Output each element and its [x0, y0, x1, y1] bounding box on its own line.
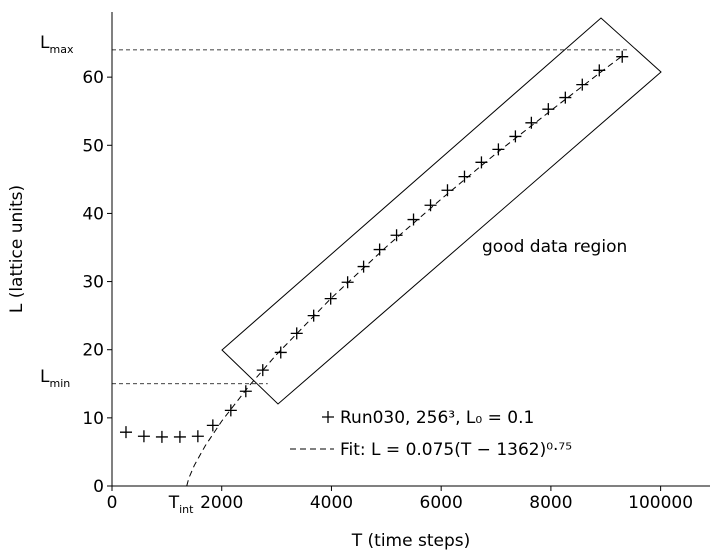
annotation-main: L	[40, 367, 50, 387]
y-tick-label: 10	[82, 409, 104, 429]
data-point	[256, 364, 269, 377]
data-point	[155, 430, 168, 443]
data-point	[191, 430, 204, 443]
legend-label: Fit: L = 0.075(T − 1362)⁰·⁷⁵	[340, 440, 572, 460]
x-tick-label: 2000	[200, 493, 243, 513]
data-point	[509, 130, 522, 143]
data-point	[173, 430, 186, 443]
legend-swatch	[322, 411, 334, 423]
data-point	[357, 260, 370, 273]
data-point	[137, 430, 150, 443]
data-point	[274, 346, 287, 359]
annotation-main: L	[40, 33, 50, 53]
legend-label: Run030, 256³, L₀ = 0.1	[340, 408, 534, 428]
data-point	[119, 426, 132, 439]
x-tick-label: 100000	[628, 493, 693, 513]
x-tick-label: 0	[107, 493, 118, 513]
data-point	[224, 404, 237, 417]
y-tick-label: 30	[82, 273, 104, 293]
y-tick-label: 60	[82, 68, 104, 88]
annotation-sub: max	[49, 43, 73, 56]
data-point	[324, 292, 337, 305]
x-tick-label: 4000	[310, 493, 353, 513]
x-tick-label: 8000	[529, 493, 572, 513]
y-tick-label: 50	[82, 136, 104, 156]
annotation-label: Lmax	[40, 33, 74, 56]
y-tick-label: 0	[93, 477, 104, 497]
data-point	[576, 78, 589, 91]
y-tick-label: 40	[82, 204, 104, 224]
x-axis-label: T (time steps)	[351, 531, 471, 551]
annotation-sub: int	[179, 503, 194, 516]
y-tick-label: 20	[82, 341, 104, 361]
data-point	[616, 50, 629, 63]
annotation-main: T	[168, 493, 180, 513]
data-point	[492, 143, 505, 156]
data-point	[239, 385, 252, 398]
data-point	[390, 229, 403, 242]
annotation-label: Lmin	[40, 367, 70, 390]
annotation-label: Tint	[168, 493, 194, 516]
fit-line	[186, 55, 623, 487]
y-axis-label: L (lattice units)	[7, 185, 27, 313]
data-point	[525, 116, 538, 129]
region-label: good data region	[482, 237, 627, 257]
annotation-sub: min	[49, 377, 70, 390]
data-point	[290, 327, 303, 340]
data-point	[559, 91, 572, 104]
x-tick-label: 6000	[420, 493, 463, 513]
data-point	[206, 419, 219, 432]
data-point	[424, 199, 437, 212]
good-data-box	[221, 17, 662, 405]
